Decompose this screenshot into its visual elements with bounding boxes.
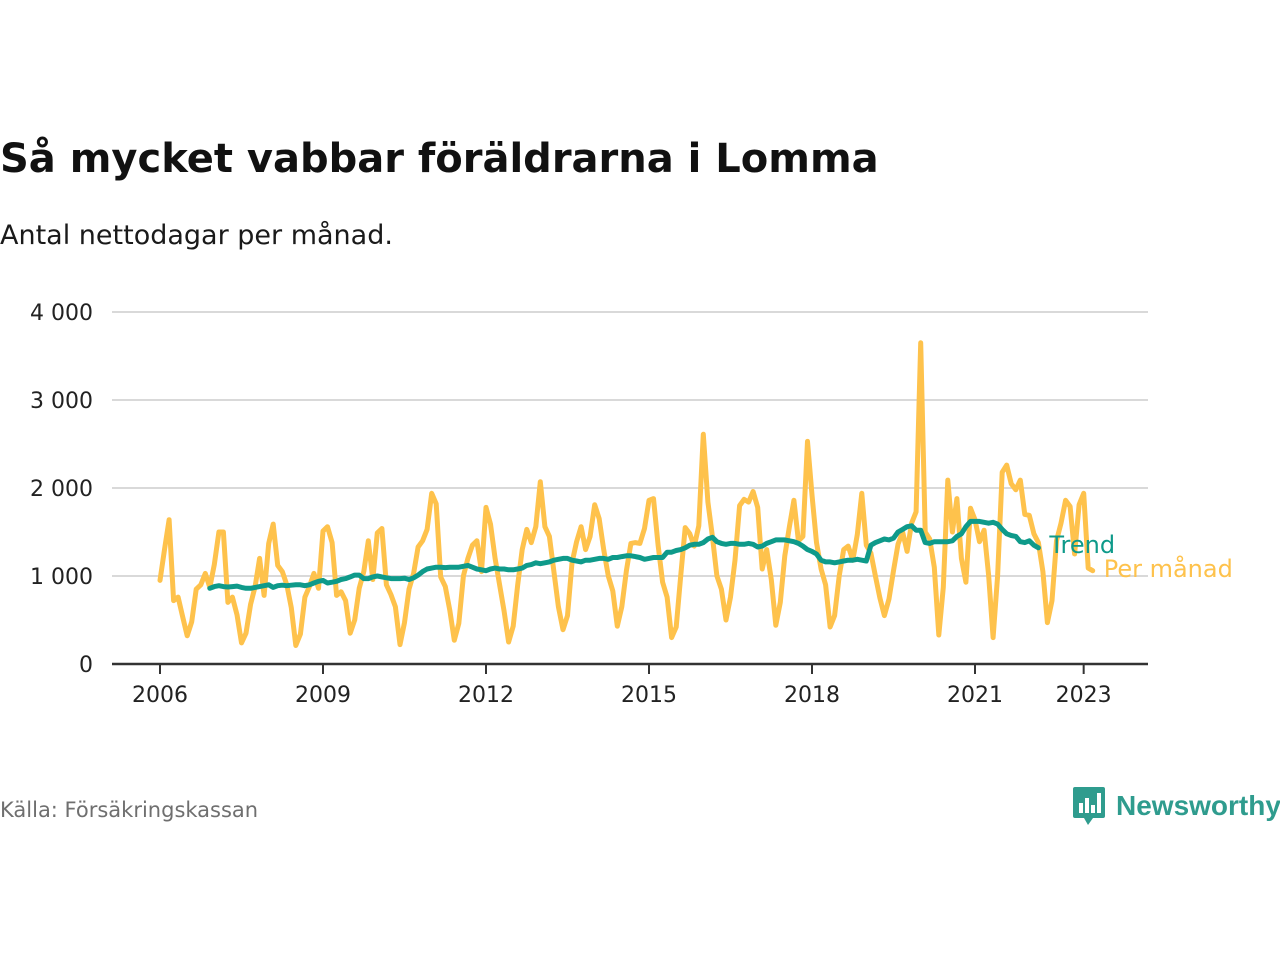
x-tick-label: 2006 bbox=[132, 683, 188, 708]
x-tick-label: 2015 bbox=[621, 683, 677, 708]
x-axis-ticks: 2006 2009 2012 2015 2018 2021 2023 bbox=[132, 664, 1112, 708]
x-tick-label: 2012 bbox=[458, 683, 514, 708]
y-tick-label: 3 000 bbox=[30, 389, 93, 414]
y-axis-ticks: 0 1 000 2 000 3 000 4 000 bbox=[30, 301, 93, 678]
newsworthy-logo: Newsworthy bbox=[1072, 784, 1280, 828]
y-tick-label: 2 000 bbox=[30, 477, 93, 502]
x-tick-label: 2021 bbox=[947, 683, 1003, 708]
bar-chart-speech-bubble-icon bbox=[1073, 787, 1105, 825]
y-tick-label: 1 000 bbox=[30, 565, 93, 590]
source-note: Källa: Försäkringskassan bbox=[0, 798, 259, 822]
series-lines bbox=[157, 340, 1096, 648]
series-line-per-m-nad bbox=[157, 340, 1096, 648]
y-tick-label: 0 bbox=[79, 653, 93, 678]
series-label-trend: Trend bbox=[1048, 531, 1115, 559]
x-tick-label: 2009 bbox=[295, 683, 351, 708]
x-tick-label: 2023 bbox=[1056, 683, 1112, 708]
y-tick-label: 4 000 bbox=[30, 301, 93, 326]
chart-title: Så mycket vabbar föräldrarna i Lomma bbox=[0, 136, 879, 182]
x-tick-label: 2018 bbox=[784, 683, 840, 708]
chart-subtitle: Antal nettodagar per månad. bbox=[0, 220, 393, 251]
brand-name: Newsworthy bbox=[1116, 790, 1280, 821]
series-label-per-m-nad: Per månad bbox=[1104, 554, 1233, 583]
series-line-trend bbox=[207, 518, 1041, 591]
